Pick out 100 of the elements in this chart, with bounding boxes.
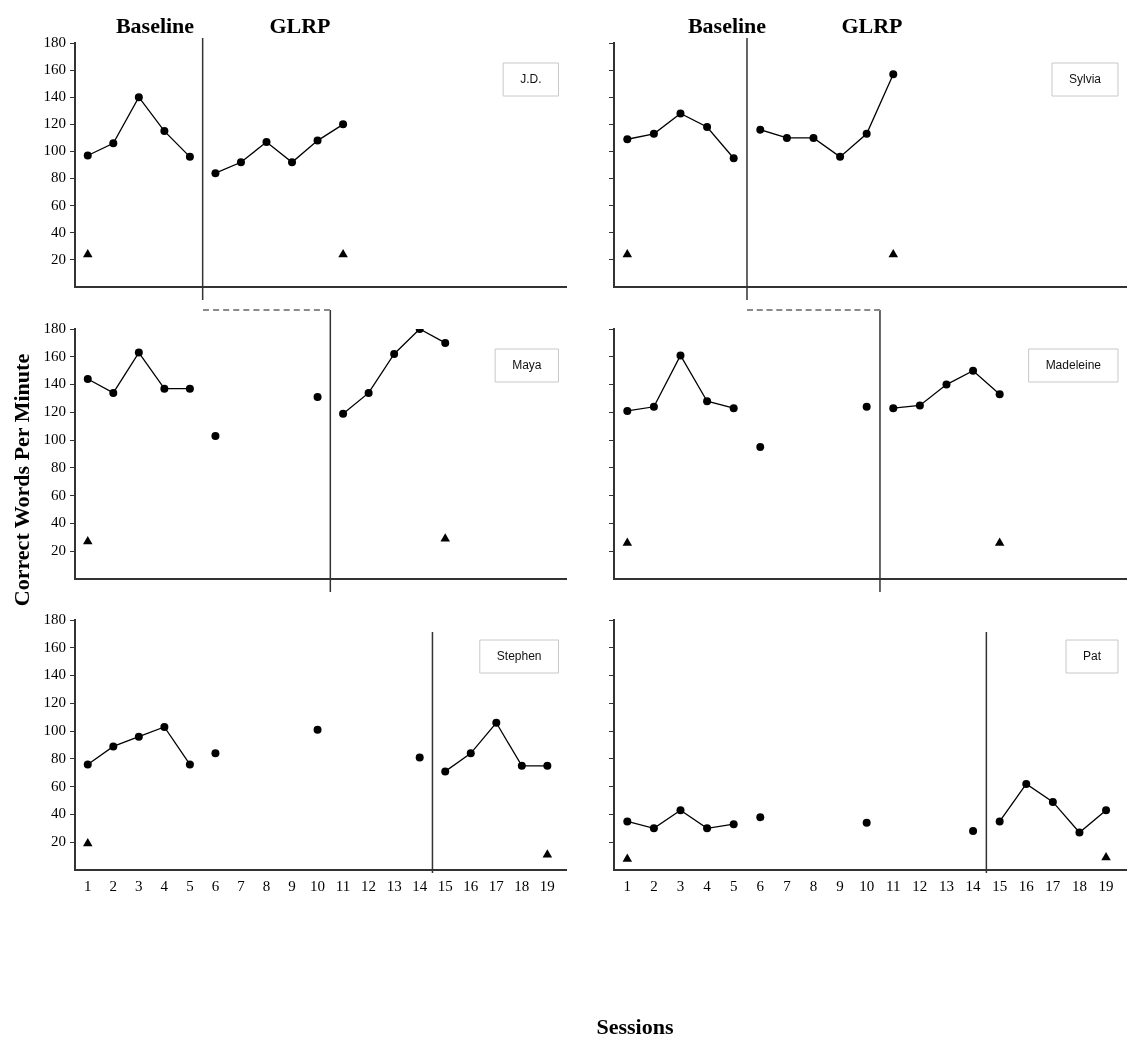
point (83, 248, 93, 258)
point (676, 806, 685, 815)
y-tick-label: 160 (43, 61, 66, 78)
y-tick-label: 80 (51, 169, 66, 186)
x-tick-label: 13 (386, 877, 402, 894)
y-tick-label: 140 (43, 375, 66, 392)
text: Baseline (687, 12, 767, 38)
point (288, 158, 297, 167)
point (649, 402, 658, 411)
y-tick-label: 40 (51, 514, 66, 531)
x-tick-label: 18 (1071, 877, 1087, 894)
point (134, 348, 143, 357)
y-tick-label: 20 (51, 833, 66, 850)
point (338, 248, 348, 258)
point (83, 375, 92, 383)
point (756, 125, 765, 134)
y-tick-label: 140 (43, 88, 66, 105)
x-tick-label: 8 (809, 877, 818, 894)
point (262, 137, 271, 146)
y-axis-title: Correct Words Per Minute (9, 353, 36, 607)
point (756, 813, 765, 822)
point (888, 248, 899, 258)
point (1022, 779, 1031, 788)
point (313, 393, 322, 402)
point (623, 817, 632, 826)
point (440, 533, 450, 542)
y-tick-label: 120 (43, 694, 66, 711)
point (466, 749, 475, 758)
point (185, 152, 194, 161)
point (942, 380, 951, 389)
x-tick-label: 17 (1045, 877, 1061, 894)
point (994, 537, 1005, 546)
point (211, 749, 220, 758)
point (862, 129, 871, 138)
y-tick-label: 160 (43, 638, 66, 655)
point (862, 402, 871, 411)
point (134, 732, 143, 741)
x-tick-label: 14 (412, 877, 428, 894)
point (1048, 797, 1057, 806)
point (109, 139, 118, 148)
y-tick-label: 120 (43, 403, 66, 420)
x-tick-label: 14 (965, 877, 982, 894)
point (703, 123, 712, 132)
point (1102, 806, 1111, 815)
text: Baseline (115, 12, 195, 38)
point (836, 152, 845, 161)
x-tick-label: 19 (539, 877, 555, 894)
x-tick-label: 4 (703, 877, 712, 894)
point (542, 849, 553, 858)
point (364, 388, 373, 397)
x-tick-label: 4 (160, 877, 169, 894)
point (109, 388, 118, 397)
point (729, 154, 738, 163)
y-tick-label: 120 (43, 115, 66, 132)
point (889, 404, 898, 413)
point (415, 753, 424, 762)
point (995, 390, 1004, 399)
text: Maya (512, 357, 542, 372)
point (676, 109, 685, 118)
point (109, 742, 118, 751)
point (649, 129, 658, 138)
point (390, 350, 399, 358)
text: Sylvia (1068, 71, 1102, 86)
x-tick-label: 16 (1018, 877, 1035, 894)
y-tick-label: 60 (51, 486, 66, 503)
point (441, 338, 450, 347)
point (649, 824, 658, 833)
point (517, 761, 526, 770)
x-tick-label: 11 (335, 877, 351, 894)
x-tick-label: 9 (288, 877, 296, 894)
point (313, 136, 322, 145)
text: GLRP (269, 12, 331, 38)
y-tick-label: 40 (51, 805, 66, 822)
y-tick-label: 140 (43, 666, 66, 683)
x-tick-label: 11 (886, 877, 901, 894)
y-tick-label: 80 (51, 458, 66, 475)
point (211, 169, 220, 178)
point (623, 406, 632, 415)
x-tick-label: 3 (135, 877, 143, 894)
point (211, 431, 220, 440)
y-tick-label: 100 (43, 431, 66, 448)
x-tick-label: 16 (463, 877, 479, 894)
x-tick-label: 1 (623, 877, 632, 894)
x-tick-label: 9 (836, 877, 844, 894)
point (703, 397, 712, 406)
x-tick-label: 6 (756, 877, 765, 894)
y-tick-label: 80 (51, 749, 66, 766)
point (995, 817, 1004, 826)
y-tick-label: 180 (43, 319, 66, 336)
point (492, 718, 501, 727)
point (729, 404, 738, 413)
point (703, 824, 712, 833)
point (969, 827, 978, 836)
y-tick-label: 60 (51, 196, 66, 213)
point (969, 366, 978, 375)
point (160, 384, 169, 393)
y-tick-label: 180 (43, 610, 66, 627)
text: J.D. (520, 71, 542, 86)
x-tick-label: 15 (992, 877, 1008, 894)
x-tick-label: 8 (262, 877, 271, 894)
